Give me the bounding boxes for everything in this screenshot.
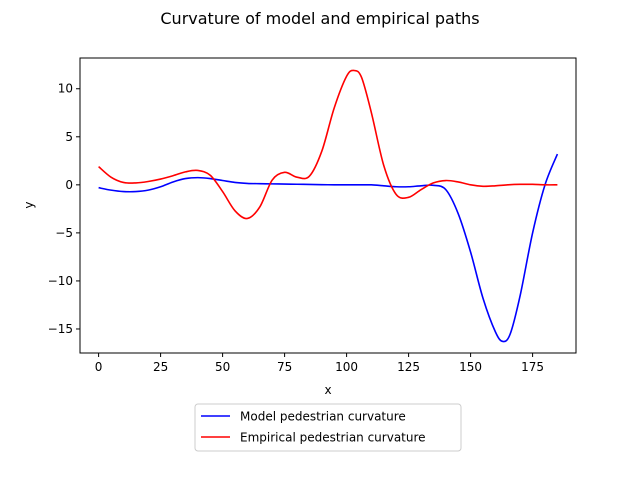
- x-tick-label: 175: [521, 360, 544, 374]
- legend-label-model: Model pedestrian curvature: [240, 410, 406, 424]
- y-tick-label: 0: [65, 178, 73, 192]
- y-tick-label: −15: [48, 322, 73, 336]
- y-axis-label: y: [22, 201, 36, 208]
- plot-area: [79, 57, 577, 354]
- x-tick-label: 125: [397, 360, 420, 374]
- x-tick-label: 25: [153, 360, 168, 374]
- x-axis-label: x: [324, 383, 331, 397]
- y-tick-label: 5: [65, 130, 73, 144]
- x-tick-label: 75: [277, 360, 292, 374]
- series-line-empirical: [98, 69, 558, 220]
- chart-title: Curvature of model and empirical paths: [160, 9, 479, 28]
- x-tick-label: 150: [459, 360, 482, 374]
- ticks: 0 25 50 75 100 125 150 175 −15 −10 −5 0 5 10: [48, 82, 544, 374]
- legend: Model pedestrian curvature Empirical ped…: [194, 403, 462, 452]
- plot-frame: [79, 57, 577, 354]
- legend-box: [194, 403, 462, 452]
- x-tick-label: 50: [215, 360, 230, 374]
- series-lines: [98, 69, 559, 343]
- y-tick-label: −5: [55, 226, 73, 240]
- legend-label-empirical: Empirical pedestrian curvature: [240, 431, 426, 445]
- x-tick-label: 0: [95, 360, 103, 374]
- y-tick-label: 10: [58, 82, 73, 96]
- y-tick-label: −10: [48, 274, 73, 288]
- series-line-model: [98, 153, 559, 343]
- x-tick-label: 100: [335, 360, 358, 374]
